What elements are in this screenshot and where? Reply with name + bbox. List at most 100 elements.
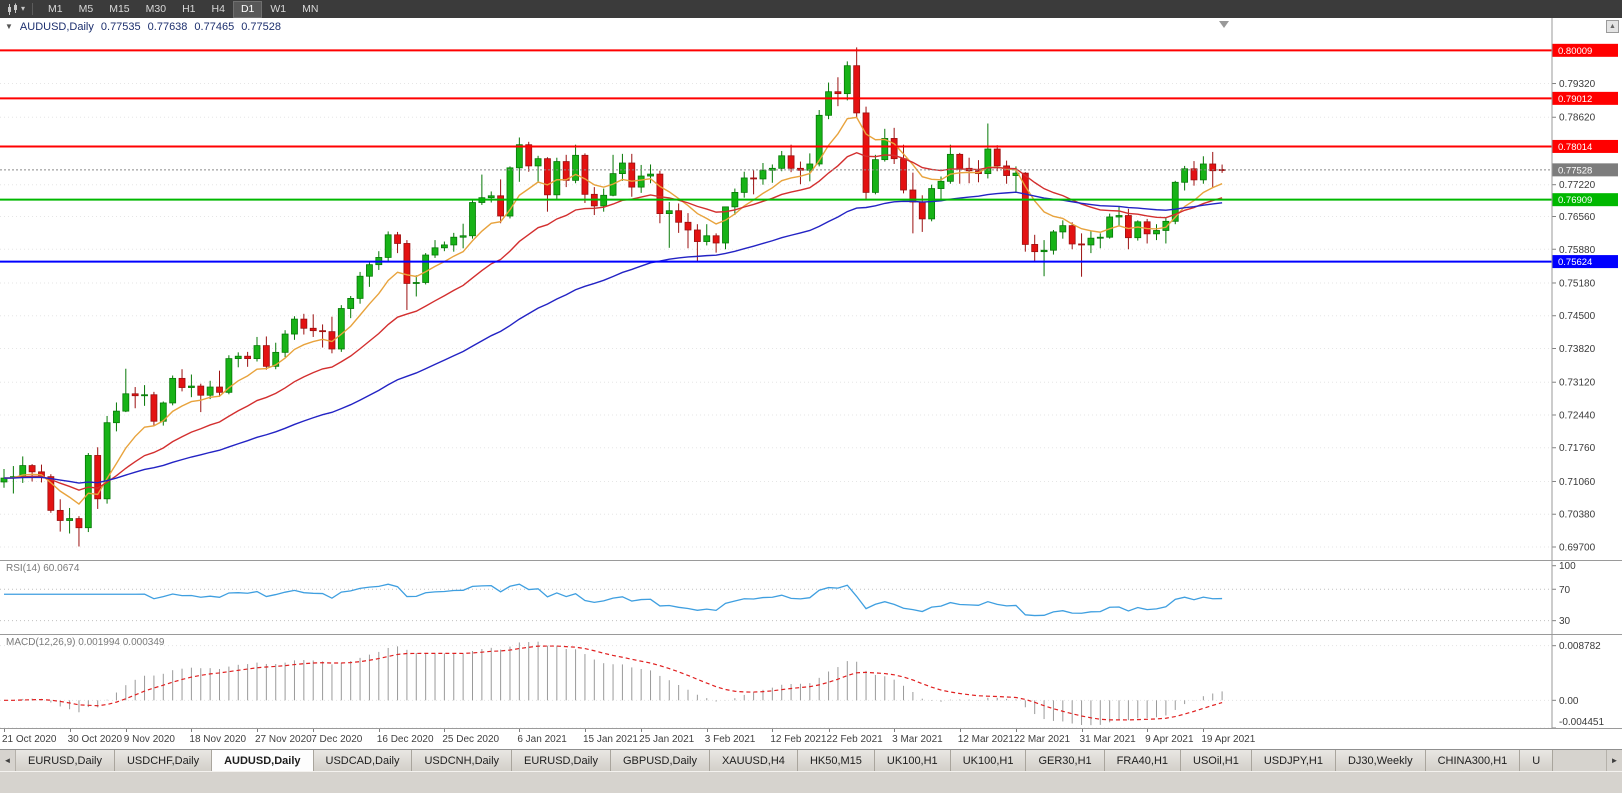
tab-scroll-right-button[interactable]: ► — [1606, 750, 1622, 771]
moving-average-21 — [3, 151, 1223, 491]
price-axis-label: 0.76560 — [1559, 212, 1596, 223]
chart-tab[interactable]: U — [1520, 750, 1554, 771]
chart-tab[interactable]: USDJPY,H1 — [1251, 750, 1336, 771]
date-label: 3 Mar 2021 — [892, 734, 943, 745]
time-axis-tick — [1015, 729, 1017, 732]
time-axis-tick — [256, 729, 258, 732]
macd-histogram — [12, 641, 1223, 726]
ohlc-high: 0.77638 — [147, 21, 188, 33]
timeframe-button-m5[interactable]: M5 — [78, 2, 94, 15]
status-bar — [0, 771, 1622, 793]
time-axis-tick — [1081, 729, 1083, 732]
time-axis-tick — [959, 729, 961, 732]
price-line-tag — [1552, 43, 1618, 57]
price-axis-label: 0.74500 — [1559, 311, 1596, 322]
time-axis-tick — [125, 729, 127, 732]
chart-tab[interactable]: AUDUSD,Daily — [212, 750, 314, 771]
timeframe-button-h1[interactable]: H1 — [182, 2, 196, 15]
chart-tab[interactable]: UK100,H1 — [950, 750, 1027, 771]
chart-shift-marker[interactable] — [1219, 21, 1229, 28]
one-click-trading-toggle[interactable]: ▼ — [5, 22, 13, 31]
price-axis-label: 0.71060 — [1559, 477, 1596, 488]
chart-tab[interactable]: UK100,H1 — [874, 750, 951, 771]
price-axis-label: 0.75880 — [1559, 245, 1596, 256]
svg-text:0.80009: 0.80009 — [1558, 46, 1592, 57]
macd-panel[interactable]: MACD(12,26,9) 0.001994 0.000349 0.008782… — [0, 634, 1622, 728]
chart-scroll-up-button[interactable]: ▲ — [1606, 20, 1619, 33]
date-label: 9 Apr 2021 — [1145, 734, 1194, 745]
date-label: 22 Feb 2021 — [826, 734, 883, 745]
chart-tab[interactable]: GBPUSD,Daily — [611, 750, 710, 771]
macd-axis-label: 0.00 — [1559, 696, 1579, 707]
price-line-tag — [1552, 193, 1618, 207]
date-label: 21 Oct 2020 — [2, 734, 57, 745]
chart-tab[interactable]: HK50,M15 — [797, 750, 875, 771]
date-label: 3 Feb 2021 — [704, 734, 756, 745]
timeframe-button-w1[interactable]: W1 — [270, 2, 287, 15]
timeframe-button-m30[interactable]: M30 — [145, 2, 167, 15]
price-axis-label: 0.69700 — [1559, 542, 1596, 553]
rsi-canvas[interactable]: 100 70 30 — [0, 561, 1622, 634]
rsi-panel[interactable]: RSI(14) 60.0674 100 70 30 — [0, 560, 1622, 634]
time-axis-tick — [828, 729, 830, 732]
chart-tab[interactable]: DJ30,Weekly — [1335, 750, 1426, 771]
ohlc-close: 0.77528 — [241, 21, 281, 33]
price-axis-label: 0.70380 — [1559, 510, 1596, 521]
chart-tab[interactable]: XAUUSD,H4 — [709, 750, 798, 771]
timeframe-button-m1[interactable]: M1 — [48, 2, 63, 15]
chart-tab[interactable]: EURUSD,Daily — [512, 750, 611, 771]
timeframe-button-d1[interactable]: D1 — [232, 0, 263, 18]
symbol-info-line: ▼ AUDUSD,Daily 0.77535 0.77638 0.77465 0… — [5, 21, 281, 33]
price-line-tag — [1552, 255, 1618, 269]
moving-average-55 — [3, 191, 1223, 484]
time-axis-tick — [378, 729, 380, 732]
date-label: 22 Mar 2021 — [1013, 734, 1071, 745]
top-toolbar: ▾ M1 M5 M15 M30 H1 H4 D1 W1 MN — [0, 0, 1622, 18]
moving-average-8 — [3, 116, 1223, 505]
main-chart-panel[interactable]: ▼ AUDUSD,Daily 0.77535 0.77638 0.77465 0… — [0, 18, 1622, 560]
time-axis-tick — [191, 729, 193, 732]
timeframe-button-m15[interactable]: M15 — [109, 2, 130, 15]
timeframe-button-h4[interactable]: H4 — [211, 2, 225, 15]
chart-tab-strip: EURUSD,Daily USDCHF,Daily AUDUSD,Daily USDC… — [16, 750, 1606, 771]
svg-text:0.79012: 0.79012 — [1558, 94, 1592, 105]
date-label: 16 Dec 2020 — [376, 734, 434, 745]
macd-canvas[interactable]: 0.008782 0.00 -0.004451 — [0, 635, 1622, 728]
chart-tab[interactable]: CHINA300,H1 — [1425, 750, 1521, 771]
time-axis-tick — [444, 729, 446, 732]
price-chart-canvas[interactable]: 0.79320 0.78620 0.77220 0.76560 0.75880 0.751… — [0, 18, 1622, 560]
date-label: 12 Feb 2021 — [770, 734, 827, 745]
time-axis[interactable]: 21 Oct 2020 30 Oct 2020 9 Nov 2020 18 Nov 2… — [0, 728, 1622, 749]
toolbar-separator — [32, 3, 34, 15]
symbol-name: AUDUSD,Daily — [19, 21, 94, 33]
time-axis-tick — [4, 729, 5, 732]
timeframe-button-mn[interactable]: MN — [302, 2, 319, 15]
chart-tab[interactable]: USDCNH,Daily — [412, 750, 513, 771]
chart-tab[interactable]: USOil,H1 — [1181, 750, 1252, 771]
time-axis-tick — [69, 729, 71, 732]
date-label: 7 Dec 2020 — [311, 734, 363, 745]
chart-type-dropdown-caret[interactable]: ▾ — [21, 4, 26, 13]
chart-tab[interactable]: USDCHF,Daily — [114, 750, 213, 771]
date-label: 30 Oct 2020 — [67, 734, 123, 745]
ohlc-low: 0.77465 — [194, 21, 235, 33]
candlestick-chart-icon[interactable] — [6, 3, 19, 16]
rsi-axis-label: 30 — [1559, 616, 1571, 627]
rsi-axis-label: 100 — [1559, 561, 1576, 572]
price-axis-label: 0.79320 — [1559, 79, 1596, 90]
date-label: 15 Jan 2021 — [582, 734, 638, 745]
chart-tab[interactable]: EURUSD,Daily — [16, 750, 115, 771]
time-axis-tick — [519, 729, 521, 732]
rsi-axis-label: 70 — [1559, 585, 1571, 596]
chart-tab[interactable]: USDCAD,Daily — [313, 750, 413, 771]
price-axis-label: 0.73120 — [1559, 378, 1596, 389]
price-axis-label: 0.75180 — [1559, 278, 1596, 289]
candlestick-series — [0, 47, 1226, 547]
date-label: 9 Nov 2020 — [123, 734, 175, 745]
chart-tab[interactable]: GER30,H1 — [1026, 750, 1105, 771]
chart-tab[interactable]: FRA40,H1 — [1104, 750, 1182, 771]
price-axis-label: 0.72440 — [1559, 410, 1596, 421]
macd-signal-line — [3, 645, 1223, 721]
date-label: 25 Jan 2021 — [639, 734, 695, 745]
tab-scroll-left-button[interactable]: ◄ — [0, 750, 16, 771]
